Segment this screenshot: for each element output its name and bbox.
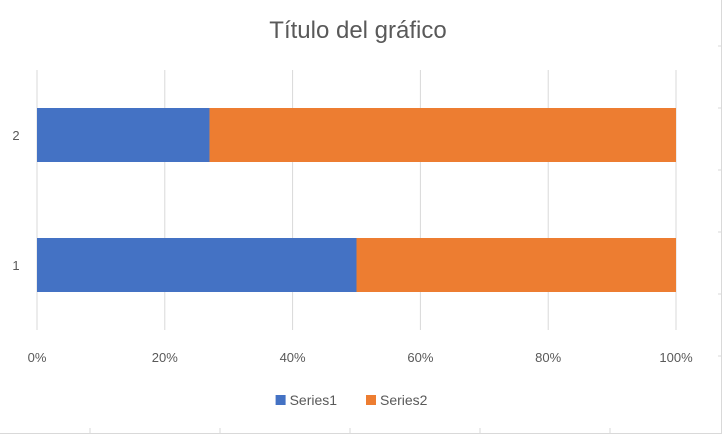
bar-segment — [356, 238, 676, 292]
frame-edge-ticks — [89, 45, 722, 434]
legend-label: Series2 — [380, 392, 428, 408]
x-tick-label: 20% — [152, 350, 178, 365]
bar-segment — [37, 108, 210, 162]
chart-title: Título del gráfico — [269, 17, 446, 44]
legend-swatch — [366, 395, 376, 405]
x-tick-label: 40% — [280, 350, 306, 365]
bars — [37, 108, 676, 292]
x-tick-label: 0% — [28, 350, 47, 365]
x-tick-label: 100% — [659, 350, 693, 365]
legend-label: Series1 — [290, 392, 338, 408]
value-axis-labels: 0% 20% 40% 60% 80% 100% — [28, 350, 693, 365]
bar-segment — [37, 238, 357, 292]
y-tick-label: 1 — [12, 258, 19, 273]
category-axis-labels: 12 — [12, 128, 19, 273]
y-tick-label: 2 — [12, 128, 19, 143]
x-tick-label: 60% — [407, 350, 433, 365]
bar-segment — [209, 108, 676, 162]
x-tick-label: 80% — [535, 350, 561, 365]
legend: Series1 Series2 — [275, 392, 428, 408]
legend-swatch — [275, 395, 286, 405]
